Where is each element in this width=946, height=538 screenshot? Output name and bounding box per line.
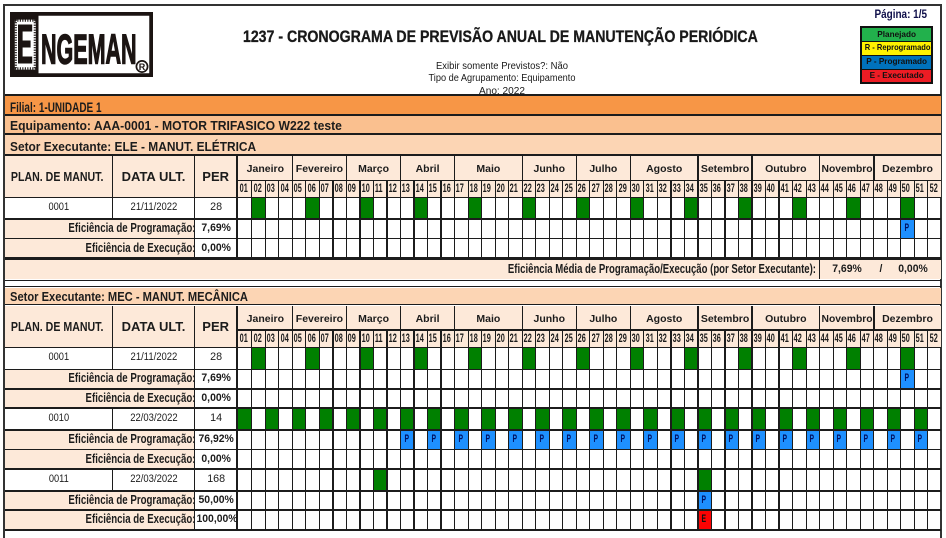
svg-text:R: R — [139, 62, 146, 72]
svg-text:NGEMAN: NGEMAN — [41, 27, 137, 74]
